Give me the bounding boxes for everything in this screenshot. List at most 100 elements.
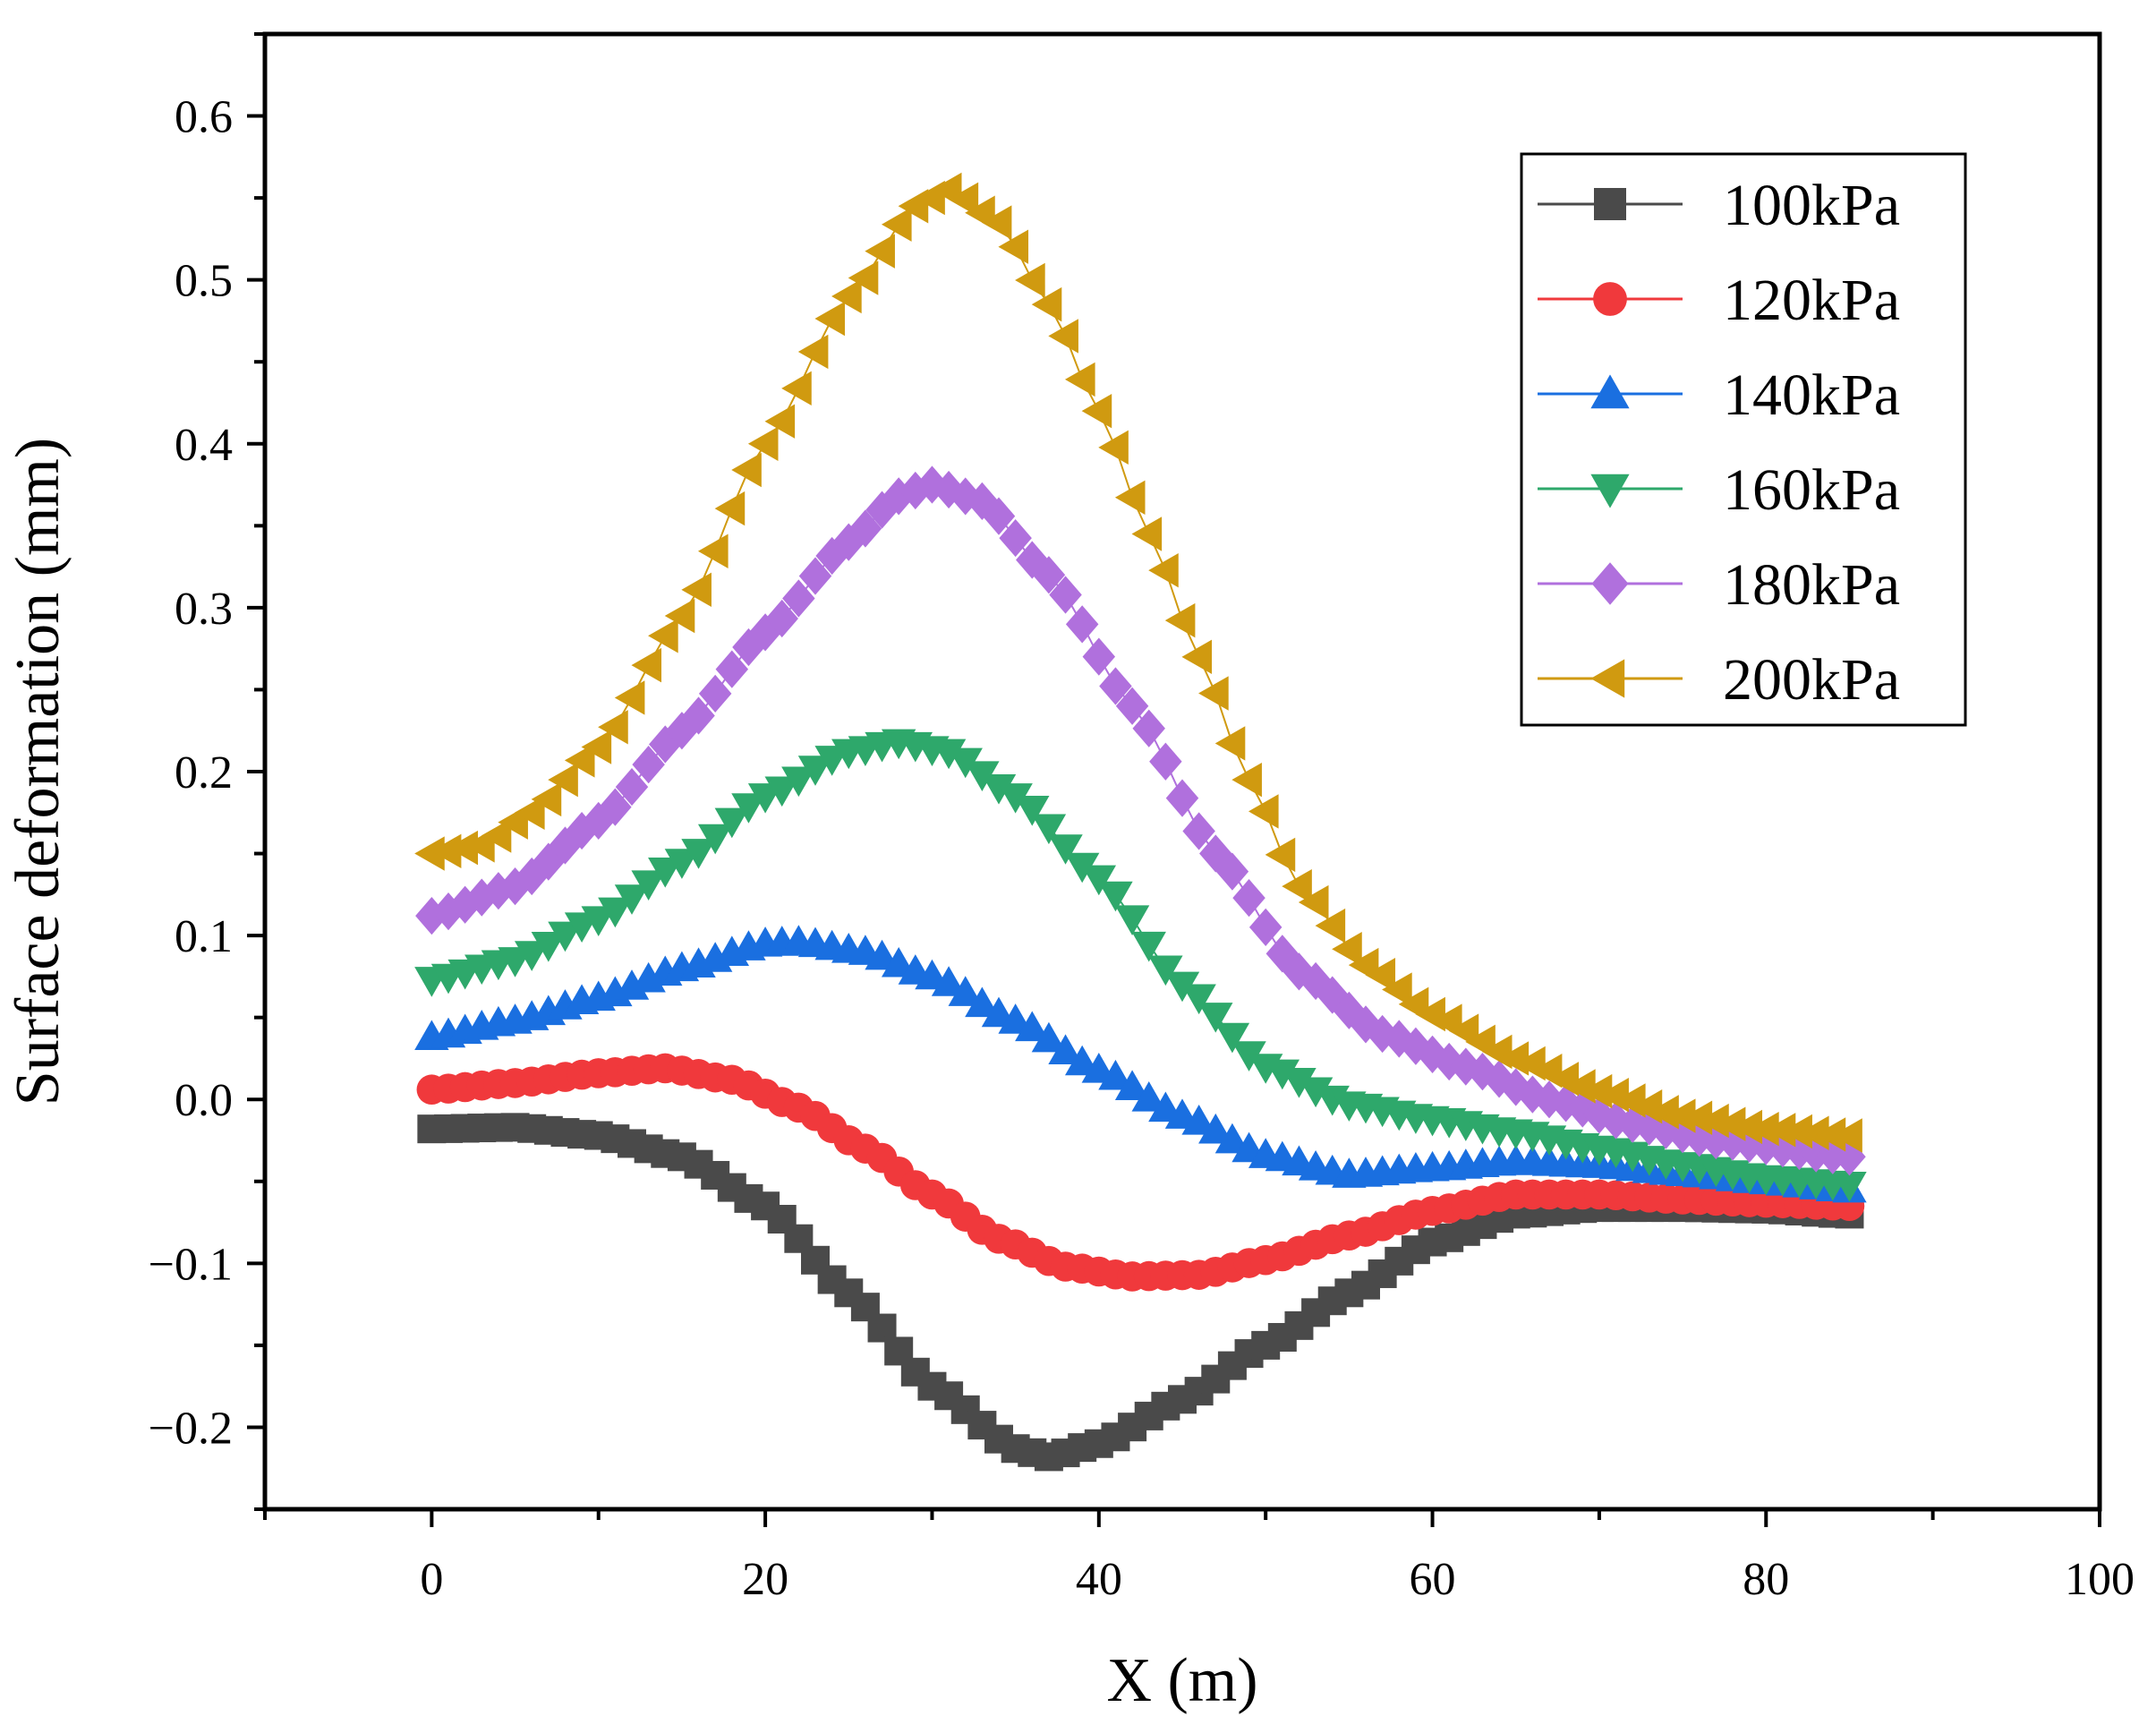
legend-label: 160kPa	[1723, 457, 1900, 523]
data-point	[1032, 556, 1066, 594]
data-point	[1031, 814, 1067, 845]
x-tick-label: 40	[1076, 1554, 1122, 1605]
data-point	[514, 941, 550, 971]
x-tick-label: 80	[1743, 1554, 1789, 1605]
data-point	[1214, 726, 1246, 761]
data-point	[1282, 1068, 1317, 1098]
data-point	[982, 497, 1016, 535]
series-140kPa	[414, 925, 1867, 1203]
data-point	[649, 725, 682, 764]
data-point	[1248, 908, 1283, 946]
data-point	[764, 404, 796, 439]
data-point	[948, 182, 979, 218]
data-point	[1048, 834, 1083, 865]
data-point	[998, 783, 1033, 814]
data-point	[1366, 1014, 1399, 1054]
y-tick-label: 0.5	[175, 256, 233, 307]
data-point	[1332, 932, 1362, 967]
data-point	[1232, 879, 1265, 918]
data-point	[598, 710, 628, 745]
series-180kPa	[415, 465, 1866, 1176]
data-point	[731, 793, 766, 824]
data-point	[966, 482, 999, 520]
data-point	[865, 234, 895, 269]
legend-marker	[1590, 474, 1630, 508]
data-point	[1283, 952, 1316, 991]
data-point	[581, 906, 616, 936]
data-point	[614, 884, 650, 915]
data-point	[564, 743, 595, 778]
data-point	[648, 858, 683, 888]
data-point	[1581, 1073, 1613, 1109]
legend-item-140kPa: 140kPa	[1538, 363, 1900, 428]
data-point	[831, 278, 862, 314]
y-tick-label: −0.2	[149, 1403, 233, 1454]
data-point	[899, 471, 933, 510]
data-point	[1798, 1115, 1829, 1150]
data-point	[965, 986, 1000, 1018]
data-point	[931, 966, 967, 996]
legend-marker	[1591, 562, 1629, 605]
data-point	[1015, 262, 1045, 298]
data-point	[1599, 1101, 1632, 1140]
data-point	[1131, 931, 1166, 962]
data-point	[481, 818, 512, 853]
data-point	[1231, 1041, 1266, 1071]
data-point	[631, 647, 662, 683]
data-point	[1498, 1041, 1530, 1076]
y-tick-label: 0.0	[175, 1075, 233, 1126]
data-point	[1248, 794, 1279, 829]
data-point	[1048, 319, 1078, 354]
series-120kPa	[416, 1053, 1865, 1292]
y-tick-label: 0.2	[175, 747, 233, 798]
y-axis-ticks: −0.2 −0.1 0.0 0.1 0.2 0.3 0.4 0.5 0.6	[149, 32, 265, 1511]
data-point	[764, 776, 799, 807]
data-point	[1382, 972, 1412, 1007]
legend-label: 120kPa	[1723, 268, 1900, 333]
data-point	[681, 839, 716, 869]
x-tick-label: 20	[742, 1554, 788, 1605]
data-point	[1749, 1111, 1779, 1147]
data-point	[548, 921, 583, 952]
data-point	[1265, 1059, 1300, 1090]
data-point	[748, 613, 782, 652]
series-160kPa	[414, 729, 1867, 1202]
data-point	[632, 745, 665, 784]
legend-item-120kPa: 120kPa	[1538, 268, 1900, 333]
data-point	[948, 747, 983, 779]
data-point	[1049, 576, 1082, 614]
data-point	[1149, 742, 1182, 781]
y-tick-label: 0.6	[175, 92, 233, 143]
legend-label: 200kPa	[1723, 647, 1900, 713]
data-point	[1099, 667, 1132, 705]
data-point	[797, 756, 833, 786]
data-point	[1182, 812, 1215, 850]
data-point	[1666, 1114, 1700, 1154]
data-point	[848, 260, 879, 295]
data-point	[1732, 1109, 1763, 1145]
data-point	[1098, 1059, 1133, 1090]
data-point	[998, 229, 1029, 264]
data-point	[1365, 958, 1396, 993]
data-point	[514, 795, 545, 830]
data-point	[1765, 1113, 1796, 1148]
data-point	[1081, 393, 1112, 429]
data-point	[531, 931, 567, 962]
y-axis-title: Surface deformation (mm)	[4, 438, 72, 1106]
data-point	[1115, 687, 1149, 725]
data-point	[1114, 1070, 1150, 1100]
data-point	[1131, 1081, 1166, 1112]
data-point	[1165, 779, 1199, 817]
data-point	[531, 781, 562, 817]
data-point	[1215, 852, 1249, 891]
data-point	[1181, 639, 1213, 675]
data-point	[664, 598, 695, 634]
legend-box	[1520, 152, 1967, 727]
y-tick-label: 0.1	[175, 911, 233, 962]
data-point	[1148, 552, 1179, 588]
legend-marker	[1593, 282, 1627, 316]
data-point	[1064, 852, 1100, 884]
data-point	[565, 811, 599, 850]
data-point	[714, 807, 750, 839]
data-point	[1766, 1130, 1800, 1168]
